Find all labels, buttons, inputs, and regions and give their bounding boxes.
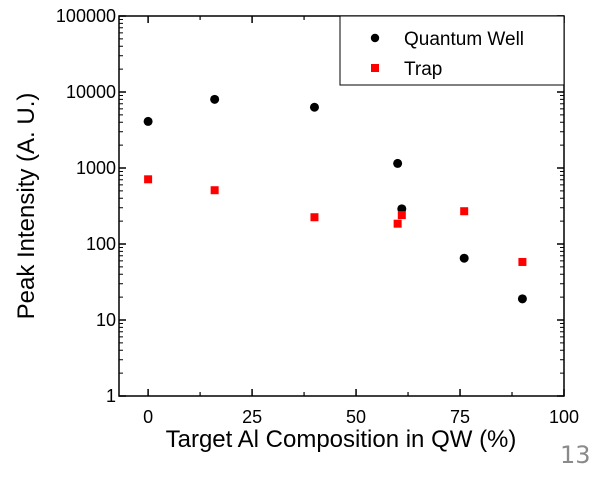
x-tick-label: 75 bbox=[450, 407, 470, 427]
data-point-quantum-well bbox=[210, 94, 220, 104]
legend-marker-trap bbox=[371, 64, 379, 72]
legend-label-trap: Trap bbox=[404, 59, 442, 80]
data-markers bbox=[143, 94, 527, 304]
y-tick-label: 10 bbox=[96, 310, 116, 330]
x-tick-label: 25 bbox=[242, 407, 262, 427]
legend: Quantum Well Trap bbox=[339, 15, 565, 86]
y-tick-label: 100000 bbox=[56, 6, 116, 26]
legend-box bbox=[339, 15, 565, 86]
x-tick-label: 100 bbox=[549, 407, 579, 427]
data-point-trap bbox=[397, 211, 406, 220]
slide-number: 13 bbox=[560, 441, 591, 469]
data-point-quantum-well bbox=[517, 294, 527, 304]
y-tick-label: 1 bbox=[106, 386, 116, 406]
y-tick-label: 10000 bbox=[66, 82, 116, 102]
y-axis-label: Peak Intensity (A. U.) bbox=[13, 93, 40, 320]
data-point-trap bbox=[460, 207, 469, 216]
data-point-quantum-well bbox=[309, 102, 319, 112]
data-point-quantum-well bbox=[143, 116, 153, 126]
data-point-trap bbox=[518, 257, 527, 266]
x-tick-label: 50 bbox=[346, 407, 366, 427]
data-point-trap bbox=[393, 219, 402, 228]
x-tick-label: 0 bbox=[143, 407, 153, 427]
y-axis-ticks: 1 10 100 1000 10000 100000 bbox=[56, 6, 564, 406]
data-point-quantum-well bbox=[393, 158, 403, 168]
y-tick-label: 100 bbox=[86, 234, 116, 254]
data-point-trap bbox=[310, 213, 319, 222]
data-point-quantum-well bbox=[459, 253, 469, 263]
y-tick-label: 1000 bbox=[76, 158, 116, 178]
data-point-trap bbox=[210, 186, 219, 195]
legend-marker-quantum-well bbox=[370, 33, 380, 43]
x-axis-label: Target Al Composition in QW (%) bbox=[166, 426, 517, 453]
legend-label-quantum-well: Quantum Well bbox=[404, 29, 524, 50]
data-point-trap bbox=[144, 175, 153, 184]
